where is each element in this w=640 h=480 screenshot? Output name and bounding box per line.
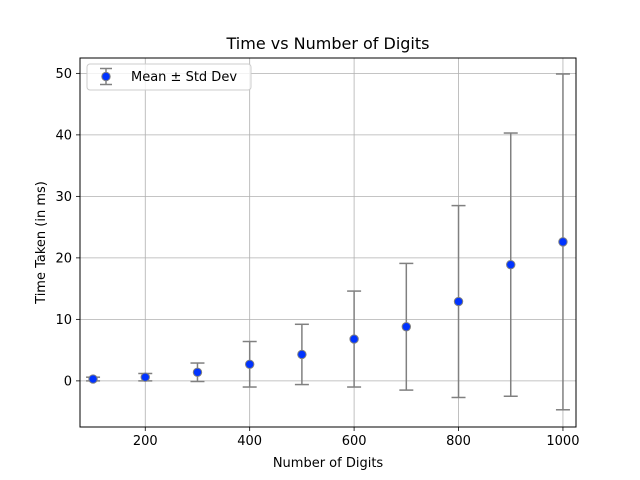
data-point bbox=[140, 372, 150, 382]
legend-symbol bbox=[100, 67, 112, 86]
x-tick-label: 600 bbox=[342, 434, 367, 449]
data-point bbox=[297, 349, 307, 360]
data-point bbox=[192, 367, 203, 377]
chart-title: Time vs Number of Digits bbox=[226, 34, 430, 53]
legend-marker bbox=[101, 71, 111, 82]
grid-layer bbox=[80, 58, 576, 427]
plot-frame bbox=[79, 57, 577, 428]
y-tick-label: 10 bbox=[55, 313, 72, 328]
legend: Mean ± Std Dev bbox=[86, 63, 252, 91]
x-tick-label: 1000 bbox=[546, 434, 579, 449]
data-point bbox=[349, 334, 359, 344]
data-point bbox=[558, 237, 568, 247]
y-tick-label: 40 bbox=[55, 128, 72, 143]
data-point bbox=[244, 359, 255, 369]
x-tick-label: 400 bbox=[237, 434, 262, 449]
data-point bbox=[88, 374, 98, 384]
legend-entry-label: Mean ± Std Dev bbox=[131, 70, 237, 85]
x-tick-label: 800 bbox=[446, 434, 471, 449]
data-point bbox=[453, 296, 464, 307]
y-tick-label: 20 bbox=[55, 251, 72, 266]
data-layer bbox=[86, 73, 570, 411]
data-point bbox=[401, 322, 412, 332]
legend-box bbox=[86, 63, 252, 91]
y-tick-label: 30 bbox=[55, 190, 72, 205]
y-axis-label: Time Taken (in ms) bbox=[34, 181, 49, 305]
y-tick-label: 0 bbox=[64, 374, 72, 389]
y-tick-label: 50 bbox=[55, 67, 72, 82]
data-point bbox=[506, 259, 516, 270]
x-axis-label: Number of Digits bbox=[273, 456, 384, 471]
axis-layer: 200 400 600 800 1000 0 10 20 30 40 50 bbox=[55, 67, 579, 449]
x-tick-label: 200 bbox=[133, 434, 158, 449]
